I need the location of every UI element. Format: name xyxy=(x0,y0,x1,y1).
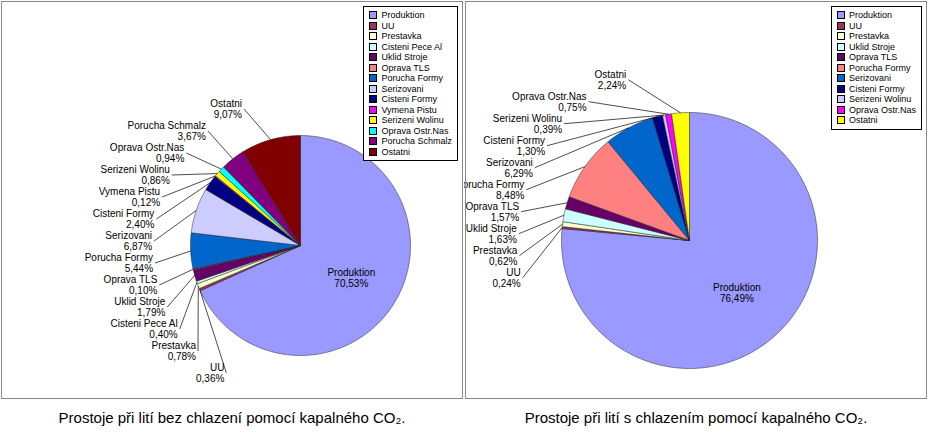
svg-text:UU0,36%: UU0,36% xyxy=(196,362,224,384)
html-text:Oprava Ostr.Nas: Oprava Ostr.Nas xyxy=(381,125,449,136)
html-text:Prostoje při lití s chlazením: Prostoje při lití s chlazením pomocí kap… xyxy=(524,409,868,426)
svg-text:Porucha Formy8,48%: Porucha Formy8,48% xyxy=(464,179,524,201)
html-text:Serizeni Wolinu: Serizeni Wolinu xyxy=(381,115,444,125)
svg-text:Porucha Schmalz3,67%: Porucha Schmalz3,67% xyxy=(128,120,206,142)
svg-text:Porucha Formy5,44%: Porucha Formy5,44% xyxy=(85,252,153,274)
html-text:Ostatni: Ostatni xyxy=(381,146,410,157)
html-text:Prestavka: Prestavka xyxy=(849,31,889,41)
html-text:Oprava Ostr.Nas: Oprava Ostr.Nas xyxy=(849,104,916,115)
svg-text:Cisteni Formy1,30%: Cisteni Formy1,30% xyxy=(483,135,545,157)
svg-text:Serizeni Wolinu0,39%: Serizeni Wolinu0,39% xyxy=(493,113,562,135)
html-text:Serizeni Wolinu: Serizeni Wolinu xyxy=(849,94,912,104)
html-text:Cisteni Formy: Cisteni Formy xyxy=(849,83,905,94)
svg-text:Vymena Pistu0,12%: Vymena Pistu0,12% xyxy=(99,186,160,208)
svg-text:Uklid Stroje1,63%: Uklid Stroje1,63% xyxy=(466,223,518,245)
html-text:Ostatni: Ostatni xyxy=(849,115,878,125)
html-text:Oprava TLS: Oprava TLS xyxy=(849,52,898,62)
html-text:Porucha Formy: Porucha Formy xyxy=(849,62,911,73)
svg-text:Ostatni2,24%: Ostatni2,24% xyxy=(595,69,627,91)
svg-text:Prestavka0,62%: Prestavka0,62% xyxy=(473,245,518,267)
html-text:Produktion: Produktion xyxy=(381,10,425,20)
svg-text:Oprava TLS1,57%: Oprava TLS1,57% xyxy=(465,201,519,223)
html-text:Serizovani: Serizovani xyxy=(849,73,891,83)
html-text:UU: UU xyxy=(381,20,395,31)
svg-text:Oprava TLS0,10%: Oprava TLS0,10% xyxy=(104,274,158,296)
svg-text:Cisteni Pece Al0,40%: Cisteni Pece Al0,40% xyxy=(110,318,177,340)
svg-text:Produktion76,49%: Produktion76,49% xyxy=(713,282,761,304)
svg-text:Cisteni Formy2,40%: Cisteni Formy2,40% xyxy=(93,208,155,230)
html-text:Uklid Stroje: Uklid Stroje xyxy=(381,52,428,62)
html-text:Vymena Pistu: Vymena Pistu xyxy=(381,104,437,115)
svg-text:Ostatni9,07%: Ostatni9,07% xyxy=(210,98,242,120)
svg-text:Serizovani6,29%: Serizovani6,29% xyxy=(486,157,533,179)
svg-text:Serizeni Wolinu0,86%: Serizeni Wolinu0,86% xyxy=(101,164,170,186)
svg-text:Serizovani6,87%: Serizovani6,87% xyxy=(105,230,152,252)
svg-text:Oprava Ostr.Nas0,94%: Oprava Ostr.Nas0,94% xyxy=(110,142,185,164)
html-text:Cisteni Formy: Cisteni Formy xyxy=(381,94,437,104)
html-text:Porucha Formy: Porucha Formy xyxy=(381,73,443,83)
html-text:Oprava TLS: Oprava TLS xyxy=(381,62,430,73)
html-text:UU: UU xyxy=(849,20,862,31)
html-text:Prostoje při lití bez chlazení: Prostoje při lití bez chlazení pomocí ka… xyxy=(58,409,406,426)
html-text:Uklid Stroje: Uklid Stroje xyxy=(849,41,895,52)
svg-text:Produktion70,53%: Produktion70,53% xyxy=(327,267,375,289)
html-text:Prestavka: Prestavka xyxy=(381,31,422,41)
html-text:Produktion: Produktion xyxy=(849,10,892,20)
svg-text:Prestavka0,78%: Prestavka0,78% xyxy=(152,340,197,362)
html-text:Serizovani: Serizovani xyxy=(381,83,424,94)
svg-text:Oprava Ostr.Nas0,75%: Oprava Ostr.Nas0,75% xyxy=(512,91,587,113)
svg-text:Uklid Stroje1,79%: Uklid Stroje1,79% xyxy=(114,296,166,318)
svg-text:UU0,24%: UU0,24% xyxy=(492,267,520,289)
html-text:Cisteni Pece Al: Cisteni Pece Al xyxy=(381,41,442,52)
html-text:Porucha Schmalz: Porucha Schmalz xyxy=(381,136,452,146)
